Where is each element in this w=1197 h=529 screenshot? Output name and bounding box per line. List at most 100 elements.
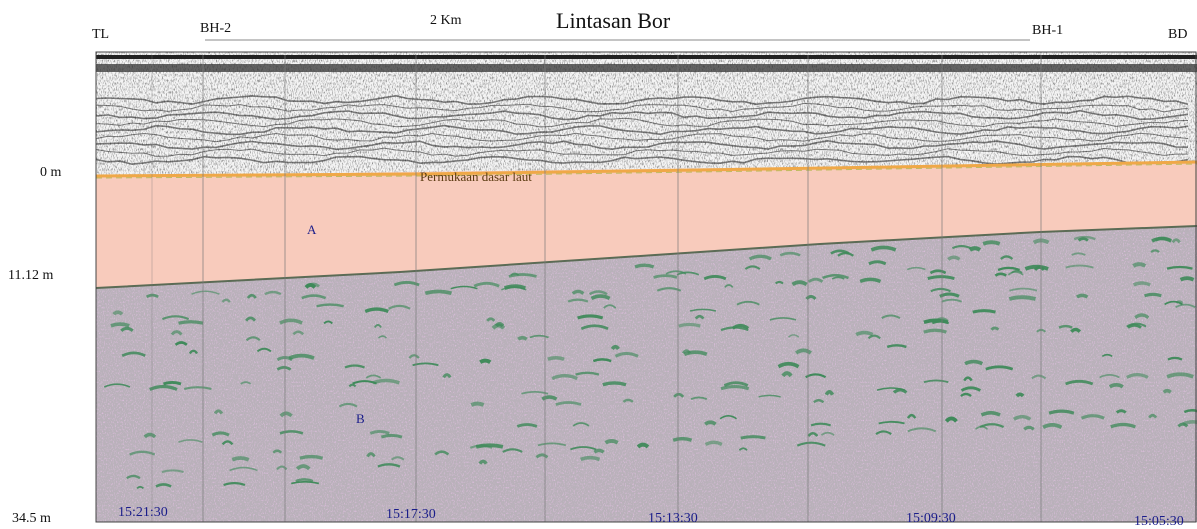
reflector-dash [876,387,906,391]
reflector-dash [571,289,585,295]
reflector-dash [980,411,1001,417]
reflector-dash [299,454,324,460]
reflector-dash [178,320,204,325]
reflector-dash [964,359,984,366]
reflector-dash [408,354,420,359]
reflector-dash [121,351,146,357]
reflector-dash [927,275,955,280]
reflector-dash [881,314,901,319]
reflector-dash [1175,303,1196,308]
reflector-dash [653,274,678,279]
reflector-dash [855,330,874,337]
reflector-dash [795,348,812,355]
reflector-dash [188,349,199,355]
reflector-dash [470,401,485,407]
reflector-dash [1164,300,1183,306]
reflector-dash [1077,237,1089,242]
reflector-dash [272,449,283,454]
reflector-dash [678,322,701,328]
time-label-3: 15:13:30 [648,511,698,526]
reflector-dash [758,394,781,398]
reflector-dash [295,478,314,483]
reflector-dash [982,240,1001,246]
reflector-dash [820,431,835,436]
reflector-dash [1134,313,1150,319]
reflector-dash [1065,379,1094,386]
reflector-dash [388,304,411,310]
reflector-dash [744,265,761,270]
reflector-dash [930,287,951,293]
reflector-dash [1007,271,1024,276]
record-reflectors [96,94,1189,166]
station-bh1: BH-1 [1032,23,1064,38]
reflector-dash [390,456,405,461]
reflector-dash [1166,265,1193,270]
reflector-dash [1144,292,1162,298]
reflector-dash [279,430,304,435]
reflector-dash [748,254,772,261]
reflector-dash [577,314,604,320]
reflector-dash [380,433,403,439]
reflector-dash [1031,374,1047,380]
reflector-dash [174,341,188,346]
reflector-dash [245,336,261,342]
reflector-dash [344,364,365,369]
time-label-1: 15:21:30 [118,505,168,520]
reflector-dash [614,351,639,358]
reflector-dash [245,316,257,322]
reflector-dash [442,373,452,379]
reflector-dash [878,420,905,425]
reflector-dash [1126,373,1149,379]
reflector-dash [475,443,504,449]
reflector-dash [974,425,989,430]
reflector-dash [256,347,272,353]
reflector-dash [1099,373,1120,379]
reflector-dash [1132,262,1147,268]
reflector-dash [373,324,382,328]
reflector-dash [1127,323,1142,329]
record-trace [96,117,1189,128]
reflector-dash [369,430,390,435]
reflector-dash [610,344,620,351]
reflector-dash [777,361,800,369]
reflector-dash [1070,327,1082,333]
reflector-dash [572,422,590,427]
reflector-dash [622,398,634,403]
reflector-dash [1015,392,1025,398]
reflector-dash [593,448,605,454]
reflector-dash [870,245,897,252]
reflector-dash [694,314,705,320]
reflector-dash [365,374,382,379]
reflector-dash [1000,255,1014,260]
reflector-dash [377,335,387,339]
reflector-dash [947,255,961,261]
reflector-dash [906,413,917,419]
reflector-dash [805,373,827,379]
reflector-dash [567,298,589,303]
layer-a-unit [96,162,1197,288]
layer-b-label: B [356,411,365,426]
reflector-dash [479,358,492,364]
station-bh2: BH-2 [200,21,232,36]
station-bd: BD [1168,27,1188,42]
reflector-dash [537,442,567,447]
reflector-dash [929,269,947,275]
page-title: Lintasan Bor [556,8,671,33]
reflector-dash [807,277,824,283]
reflector-dash [1167,356,1183,361]
reflector-dash [301,294,327,300]
reflector-dash [1126,322,1147,328]
reflector-dash [656,287,682,292]
reflector-dash [868,260,887,266]
reflector-dash [1162,388,1172,394]
reflector-dash [145,293,159,299]
reflector-dash [805,294,817,301]
reflector-dash [951,244,972,250]
reflector-dash [774,280,784,285]
reflector-dash [1080,414,1105,420]
reflector-dash [994,272,1007,277]
reflector-dash [246,293,257,299]
reflector-dash [393,281,420,287]
record-trace [96,124,1189,136]
reflector-dash [831,276,845,280]
